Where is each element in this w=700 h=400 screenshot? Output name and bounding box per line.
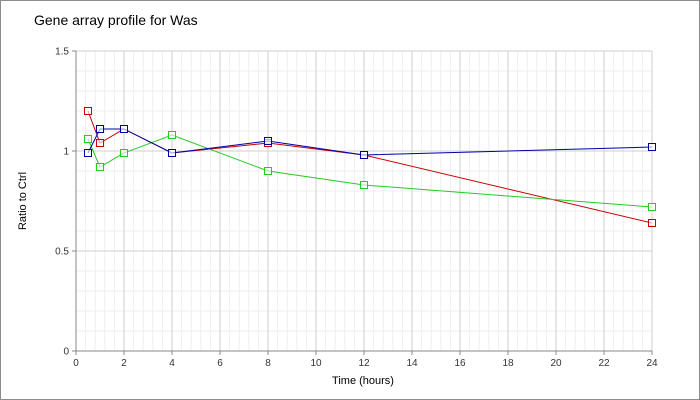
series-3-point xyxy=(264,137,272,145)
series-3-point xyxy=(96,125,104,133)
series-3-point xyxy=(360,151,368,159)
series-2-point xyxy=(648,203,656,211)
series-2-point xyxy=(84,135,92,143)
series-1-point xyxy=(96,139,104,147)
x-tick-label: 10 xyxy=(310,358,322,369)
series-3-point xyxy=(84,149,92,157)
series-layer xyxy=(84,107,656,227)
x-tick-labels: 0 2 4 6 8 10 12 14 16 18 20 22 24 xyxy=(73,358,658,369)
y-tick-label: 0.5 xyxy=(55,247,69,258)
chart-title: Gene array profile for Was xyxy=(34,12,198,28)
series-2-point xyxy=(120,149,128,157)
x-tick-label: 14 xyxy=(406,358,418,369)
x-tick-label: 20 xyxy=(550,358,562,369)
y-tick-label: 1.5 xyxy=(55,47,69,58)
series-2-point xyxy=(96,163,104,171)
x-tick-label: 22 xyxy=(598,358,610,369)
x-tick-label: 8 xyxy=(265,358,271,369)
series-2-point xyxy=(168,131,176,139)
series-2-point xyxy=(264,167,272,175)
y-tick-labels: 0 0.5 1 1.5 xyxy=(55,47,69,358)
series-1-point xyxy=(84,107,92,115)
series-3-point xyxy=(168,149,176,157)
series-3-point xyxy=(120,125,128,133)
axes xyxy=(75,51,652,352)
series-1-point xyxy=(648,219,656,227)
x-tick-label: 24 xyxy=(646,358,658,369)
series-2-point xyxy=(360,181,368,189)
x-tick-label: 4 xyxy=(169,358,175,369)
x-tick-label: 18 xyxy=(502,358,514,369)
series-3-point xyxy=(648,143,656,151)
x-tick-label: 2 xyxy=(121,358,127,369)
y-tick-label: 0 xyxy=(63,347,69,358)
y-tick-label: 1 xyxy=(63,147,69,158)
x-axis-label: Time (hours) xyxy=(332,375,394,387)
x-tick-label: 16 xyxy=(454,358,466,369)
x-tick-label: 6 xyxy=(217,358,223,369)
x-tick-label: 0 xyxy=(73,358,79,369)
y-axis-label: Ratio to Ctrl xyxy=(17,172,29,230)
x-tick-label: 12 xyxy=(358,358,370,369)
